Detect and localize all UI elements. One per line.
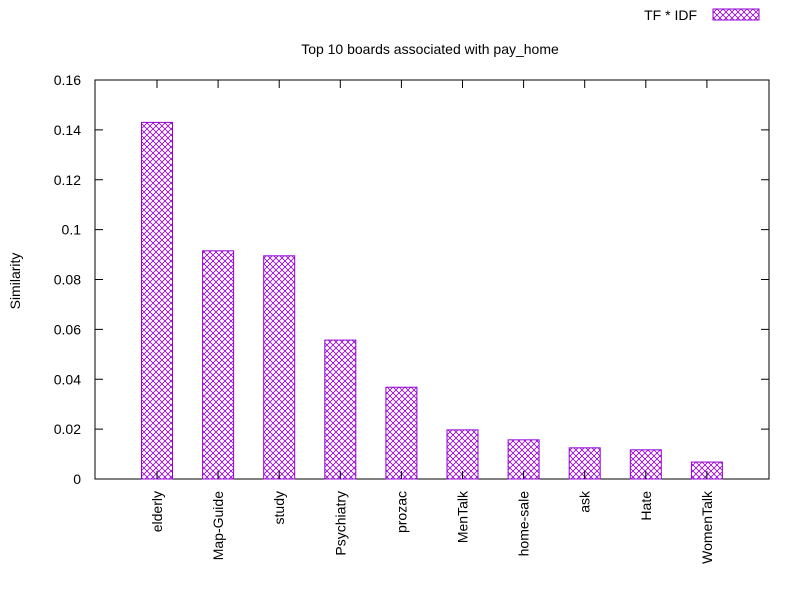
x-tick-label: MenTalk (455, 490, 471, 543)
y-tick-label: 0.06 (54, 321, 81, 337)
x-axis: elderly Map-Guide study Psychiatry prozac Men… (149, 80, 715, 564)
x-tick-label: study (271, 491, 287, 524)
bar-mentalk (446, 429, 479, 480)
x-tick-label: Hate (638, 491, 654, 521)
legend-label: TF * IDF (644, 7, 697, 23)
bars (141, 121, 723, 480)
bar-elderly (141, 121, 173, 480)
y-axis: 0 0.02 0.04 0.06 0.08 0.1 0.12 0.14 0.16 (54, 72, 769, 487)
y-tick-label: 0.12 (54, 172, 81, 188)
x-tick-label: Map-Guide (210, 491, 226, 560)
bar-psychiatry (324, 339, 357, 480)
legend-swatch (712, 8, 760, 21)
x-tick-label: Psychiatry (332, 491, 348, 556)
legend: TF * IDF (644, 7, 760, 23)
y-tick-label: 0.08 (54, 272, 81, 288)
bar-map-guide (202, 250, 235, 480)
x-tick-label: ask (577, 490, 593, 513)
x-tick-label: elderly (149, 491, 165, 532)
y-tick-label: 0.14 (54, 122, 81, 138)
x-tick-label: WomenTalk (699, 490, 715, 564)
bar-prozac (385, 386, 418, 480)
y-tick-label: 0.1 (62, 222, 82, 238)
y-axis-label: Similarity (7, 253, 23, 310)
x-tick-label: home-sale (516, 491, 532, 557)
y-tick-label: 0 (73, 471, 81, 487)
bar-study (263, 255, 296, 480)
chart-title: Top 10 boards associated with pay_home (301, 41, 559, 57)
plot-frame (94, 79, 770, 480)
y-tick-label: 0.16 (54, 72, 81, 88)
y-tick-label: 0.04 (54, 371, 81, 387)
y-tick-label: 0.02 (54, 421, 81, 437)
x-tick-label: prozac (393, 491, 409, 533)
